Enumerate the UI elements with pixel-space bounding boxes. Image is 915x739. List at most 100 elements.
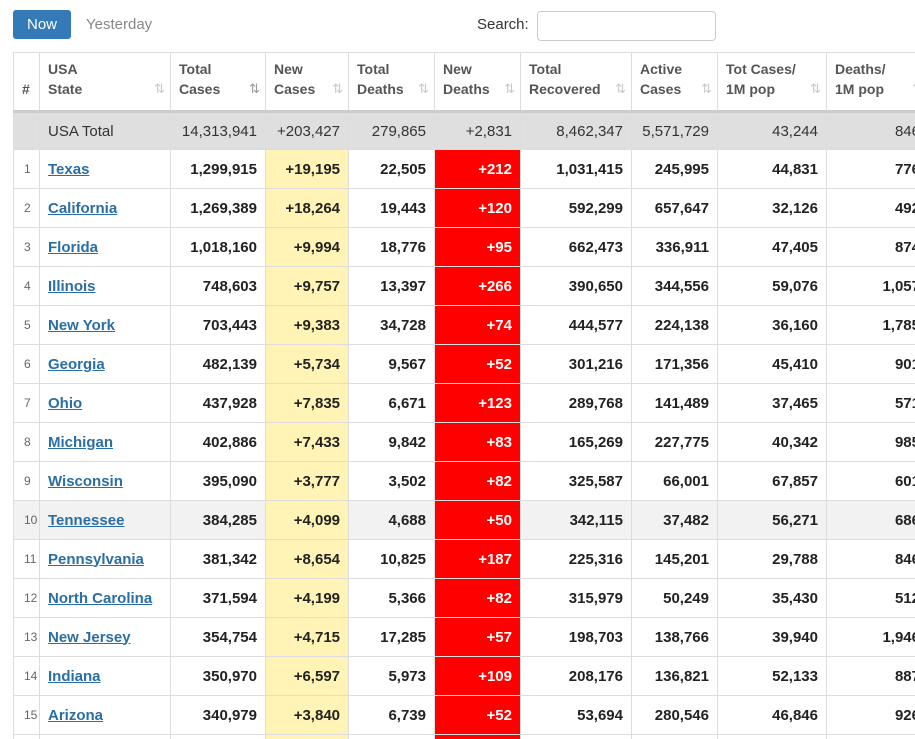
- total-deaths-cell: 6,671: [348, 383, 435, 423]
- state-link[interactable]: Arizona: [48, 706, 104, 724]
- state-link[interactable]: Wisconsin: [48, 472, 123, 490]
- column-header-line2: 1M pop: [726, 81, 775, 97]
- active-cases-cell: 280,546: [631, 695, 718, 735]
- total-deaths-cell: 10,825: [348, 539, 435, 579]
- state-link[interactable]: Florida: [48, 238, 99, 256]
- total-cases-cell: 482,139: [170, 344, 266, 384]
- column-header-3[interactable]: New Cases ⇅: [265, 52, 349, 113]
- cases-per-m-cell: 59,076: [717, 266, 827, 306]
- state-link[interactable]: New York: [48, 316, 115, 334]
- new-cases-cell: +3,840: [265, 695, 349, 735]
- state-link[interactable]: Ohio: [48, 394, 83, 412]
- total-cases-cell: 381,342: [170, 539, 266, 579]
- sort-icon[interactable]: ⇅: [332, 81, 343, 96]
- table-row-partial: [13, 734, 915, 739]
- state-link[interactable]: Michigan: [48, 433, 114, 451]
- column-header-line2: State: [48, 81, 83, 97]
- state-cell: New Jersey: [39, 617, 171, 657]
- table-row: 14 Indiana 350,970 +6,597 5,973 +109 208,176 13…: [13, 656, 915, 696]
- total-recovered-cell: 8,462,347: [520, 111, 632, 150]
- sort-icon[interactable]: ⇅: [418, 81, 429, 96]
- column-header-2[interactable]: Total Cases ⇅: [170, 52, 266, 113]
- cases-per-m-cell: 32,126: [717, 188, 827, 228]
- new-cases-cell: +4,199: [265, 578, 349, 618]
- row-index-cell: 6: [13, 344, 40, 384]
- sort-icon[interactable]: ⇅: [615, 81, 626, 96]
- column-header-0: #: [13, 52, 40, 113]
- table-row: 11 Pennsylvania 381,342 +8,654 10,825 +187 225…: [13, 539, 915, 579]
- top-bar: Now Yesterday Search:: [0, 0, 915, 52]
- total-cases-cell: 384,285: [170, 500, 266, 540]
- tab-now[interactable]: Now: [13, 10, 71, 39]
- column-header-line2: Deaths: [357, 81, 404, 97]
- row-index-cell: 7: [13, 383, 40, 423]
- total-deaths-cell: 9,842: [348, 422, 435, 462]
- state-link[interactable]: California: [48, 199, 118, 217]
- column-header-7[interactable]: Active Cases ⇅: [631, 52, 718, 113]
- cases-per-m-cell: 37,465: [717, 383, 827, 423]
- state-link[interactable]: New Jersey: [48, 628, 131, 646]
- column-header-line2: Recovered: [529, 81, 601, 97]
- active-cases-cell: 66,001: [631, 461, 718, 501]
- total-deaths-cell: 19,443: [348, 188, 435, 228]
- table-header-row: # USA State ⇅ Total Cases ⇅ New Cases ⇅ Total Death…: [13, 52, 915, 113]
- partial-cell: [13, 734, 40, 739]
- deaths-per-m-cell: 887: [826, 656, 915, 696]
- state-link[interactable]: Tennessee: [48, 511, 125, 529]
- total-recovered-cell: 390,650: [520, 266, 632, 306]
- table-row: 15 Arizona 340,979 +3,840 6,739 +52 53,694 280,…: [13, 695, 915, 735]
- column-header-1[interactable]: USA State ⇅: [39, 52, 171, 113]
- row-index-cell: 11: [13, 539, 40, 579]
- total-recovered-cell: 208,176: [520, 656, 632, 696]
- new-deaths-cell: +266: [434, 266, 521, 306]
- new-deaths-cell: +123: [434, 383, 521, 423]
- column-header-4[interactable]: Total Deaths ⇅: [348, 52, 435, 113]
- state-link[interactable]: Indiana: [48, 667, 101, 685]
- cases-per-m-cell: 39,940: [717, 617, 827, 657]
- partial-cell: [717, 734, 827, 739]
- state-link[interactable]: Illinois: [48, 277, 96, 295]
- deaths-per-m-cell: 776: [826, 149, 915, 189]
- table-row: 9 Wisconsin 395,090 +3,777 3,502 +82 325,587 66…: [13, 461, 915, 501]
- column-header-6[interactable]: Total Recovered ⇅: [520, 52, 632, 113]
- total-cases-cell: 402,886: [170, 422, 266, 462]
- sort-icon[interactable]: ⇅: [701, 81, 712, 96]
- state-link[interactable]: Pennsylvania: [48, 550, 144, 568]
- search-input[interactable]: [537, 11, 716, 41]
- active-cases-cell: 224,138: [631, 305, 718, 345]
- column-header-line1: New: [443, 61, 472, 77]
- new-deaths-cell: +74: [434, 305, 521, 345]
- new-deaths-cell: +83: [434, 422, 521, 462]
- column-header-8[interactable]: Tot Cases/1M pop ⇅: [717, 52, 827, 113]
- column-header-9[interactable]: Deaths/1M pop ⇅: [826, 52, 915, 113]
- cases-per-m-cell: 56,271: [717, 500, 827, 540]
- column-header-5[interactable]: New Deaths ⇅: [434, 52, 521, 113]
- active-cases-cell: 145,201: [631, 539, 718, 579]
- sort-icon[interactable]: ⇅: [154, 81, 165, 96]
- sort-icon[interactable]: ⇅: [504, 81, 515, 96]
- cases-per-m-cell: 36,160: [717, 305, 827, 345]
- sort-icon[interactable]: ⇅: [912, 79, 915, 99]
- sort-icon[interactable]: ⇅: [249, 81, 260, 96]
- tab-yesterday[interactable]: Yesterday: [86, 16, 153, 33]
- new-deaths-cell: +82: [434, 578, 521, 618]
- table-body: USA Total 14,313,941 +203,427 279,865 +2…: [13, 111, 915, 739]
- total-deaths-per-m-cell: 846: [826, 111, 915, 150]
- active-cases-cell: 50,249: [631, 578, 718, 618]
- state-cell: Wisconsin: [39, 461, 171, 501]
- sort-icon[interactable]: ⇅: [810, 81, 821, 96]
- state-link[interactable]: Texas: [48, 160, 90, 178]
- state-cell: Illinois: [39, 266, 171, 306]
- state-link[interactable]: North Carolina: [48, 589, 153, 607]
- partial-cell: [631, 734, 718, 739]
- partial-cell: [39, 734, 171, 739]
- total-recovered-cell: 1,031,415: [520, 149, 632, 189]
- total-recovered-cell: 592,299: [520, 188, 632, 228]
- partial-cell: [434, 734, 521, 739]
- total-cases-cell: 371,594: [170, 578, 266, 618]
- state-cell: Arizona: [39, 695, 171, 735]
- column-header-line2: Cases: [640, 81, 682, 97]
- total-active-cases-cell: 5,571,729: [631, 111, 718, 150]
- total-recovered-cell: 53,694: [520, 695, 632, 735]
- state-link[interactable]: Georgia: [48, 355, 105, 373]
